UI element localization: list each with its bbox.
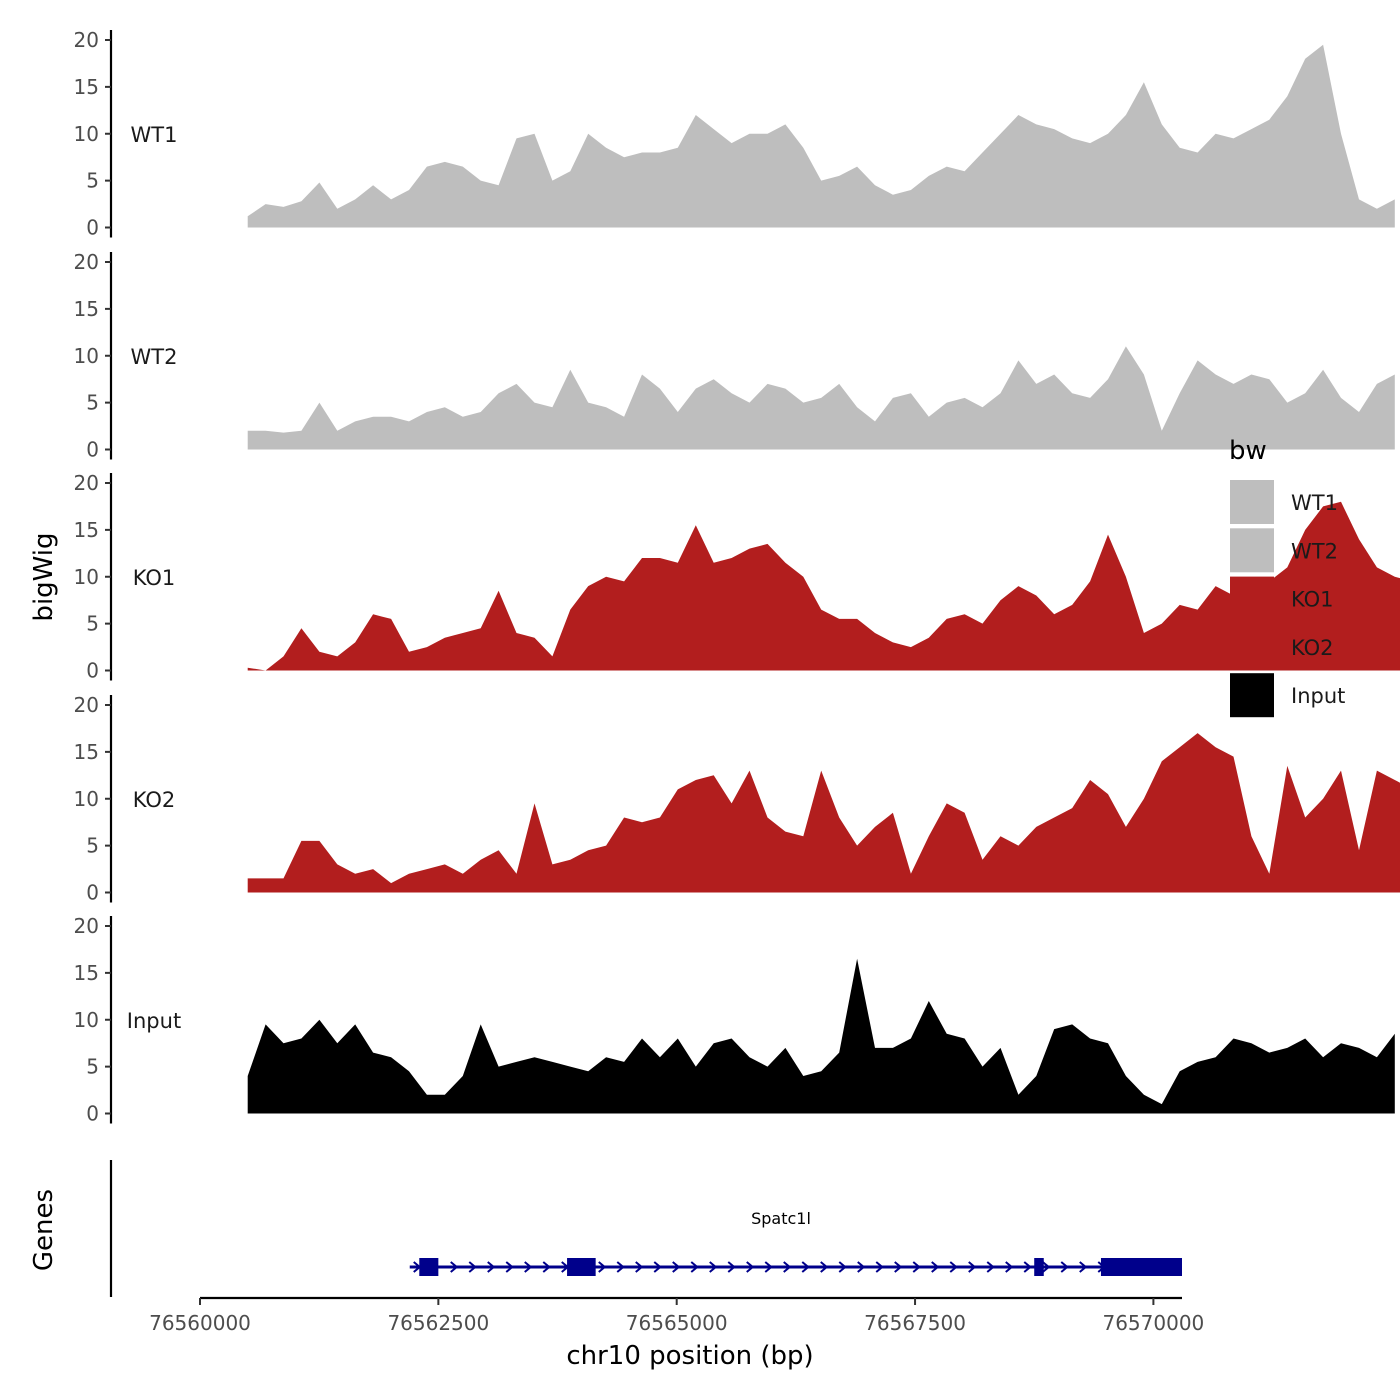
legend-label-input: Input: [1291, 684, 1345, 708]
x-tick-label: 76562500: [387, 1311, 489, 1335]
track-label-ko1: KO1: [133, 566, 176, 590]
x-axis-title: chr10 position (bp): [566, 1341, 813, 1371]
y-tick-label: 20: [74, 693, 99, 717]
y-tick-label: 5: [86, 169, 99, 193]
strand-arrow: [857, 1261, 866, 1273]
strand-arrow: [450, 1261, 459, 1273]
y-tick-label: 10: [74, 122, 99, 146]
strand-arrow: [653, 1261, 662, 1273]
gene-exon: [567, 1258, 596, 1276]
gene-exon: [1100, 1258, 1182, 1276]
strand-arrow: [1060, 1261, 1069, 1273]
strand-arrow: [1042, 1261, 1051, 1273]
legend-swatch-wt1: [1230, 480, 1274, 524]
strand-arrow: [672, 1261, 681, 1273]
area-series-ko2: [247, 733, 1400, 893]
legend-label-ko2: KO2: [1291, 636, 1334, 660]
y-tick-label: 5: [86, 391, 99, 415]
gene-label: Spatc1l: [751, 1209, 811, 1228]
y-tick-label: 10: [74, 344, 99, 368]
legend-label-wt1: WT1: [1291, 491, 1338, 515]
y-tick-label: 5: [86, 834, 99, 858]
track-label-ko2: KO2: [133, 788, 176, 812]
gene-exon: [419, 1258, 439, 1276]
track-label-wt1: WT1: [131, 123, 178, 147]
y-tick-label: 15: [74, 75, 99, 99]
area-series-wt2: [247, 346, 1395, 450]
y-axis-title: bigWig: [29, 532, 59, 621]
strand-arrow: [801, 1261, 810, 1273]
strand-arrow: [1023, 1261, 1032, 1273]
strand-arrow: [709, 1261, 718, 1273]
strand-arrow: [820, 1261, 829, 1273]
y-tick-label: 10: [74, 565, 99, 589]
y-tick-label: 0: [86, 438, 99, 462]
area-series-wt1: [247, 44, 1395, 228]
strand-arrow: [968, 1261, 977, 1273]
strand-arrow: [931, 1261, 940, 1273]
strand-arrow: [598, 1261, 607, 1273]
y-tick-label: 15: [74, 961, 99, 985]
legend-swatch-ko2: [1230, 624, 1274, 669]
legend-label-wt2: WT2: [1291, 539, 1338, 563]
track-label-wt2: WT2: [131, 345, 178, 369]
y-tick-label: 10: [74, 1008, 99, 1032]
legend-swatch-input: [1230, 673, 1274, 718]
legend-swatch-wt2: [1230, 528, 1274, 573]
y-tick-label: 0: [86, 1102, 99, 1126]
strand-arrow: [986, 1261, 995, 1273]
strand-arrow: [727, 1261, 736, 1273]
y-tick-label: 20: [74, 28, 99, 52]
y-tick-label: 20: [74, 250, 99, 274]
y-tick-label: 15: [74, 297, 99, 321]
y-tick-label: 20: [74, 471, 99, 495]
strand-arrow: [524, 1261, 533, 1273]
legend-title: bw: [1229, 436, 1267, 466]
strand-arrow: [487, 1261, 496, 1273]
y-tick-label: 20: [74, 914, 99, 938]
strand-arrow: [783, 1261, 792, 1273]
y-tick-label: 5: [86, 612, 99, 636]
y-tick-label: 15: [74, 518, 99, 542]
y-tick-label: 0: [86, 659, 99, 683]
strand-arrow: [746, 1261, 755, 1273]
strand-arrow: [542, 1261, 551, 1273]
strand-arrow: [875, 1261, 884, 1273]
strand-arrow: [505, 1261, 514, 1273]
strand-arrow: [838, 1261, 847, 1273]
strand-arrow: [764, 1261, 773, 1273]
strand-arrow: [468, 1261, 477, 1273]
gene-exon: [1034, 1258, 1044, 1276]
x-tick-label: 76565000: [626, 1311, 728, 1335]
x-tick-label: 76560000: [149, 1311, 251, 1335]
area-series-ko1: [247, 501, 1400, 671]
y-tick-label: 10: [74, 787, 99, 811]
x-tick-label: 76570000: [1102, 1311, 1204, 1335]
strand-arrow: [1005, 1261, 1014, 1273]
track-label-input: Input: [127, 1009, 181, 1033]
strand-arrow: [912, 1261, 921, 1273]
genes-axis-title: Genes: [29, 1189, 59, 1271]
strand-arrow: [949, 1261, 958, 1273]
strand-arrow: [690, 1261, 699, 1273]
y-tick-label: 0: [86, 881, 99, 905]
y-tick-label: 0: [86, 216, 99, 240]
y-tick-label: 15: [74, 740, 99, 764]
strand-arrow: [1079, 1261, 1088, 1273]
strand-arrow: [894, 1261, 903, 1273]
strand-arrow: [635, 1261, 644, 1273]
x-tick-label: 76567500: [864, 1311, 966, 1335]
legend-swatch-ko1: [1230, 576, 1274, 621]
area-series-input: [247, 958, 1395, 1114]
legend-label-ko1: KO1: [1291, 588, 1334, 612]
strand-arrow: [616, 1261, 625, 1273]
y-tick-label: 5: [86, 1055, 99, 1079]
